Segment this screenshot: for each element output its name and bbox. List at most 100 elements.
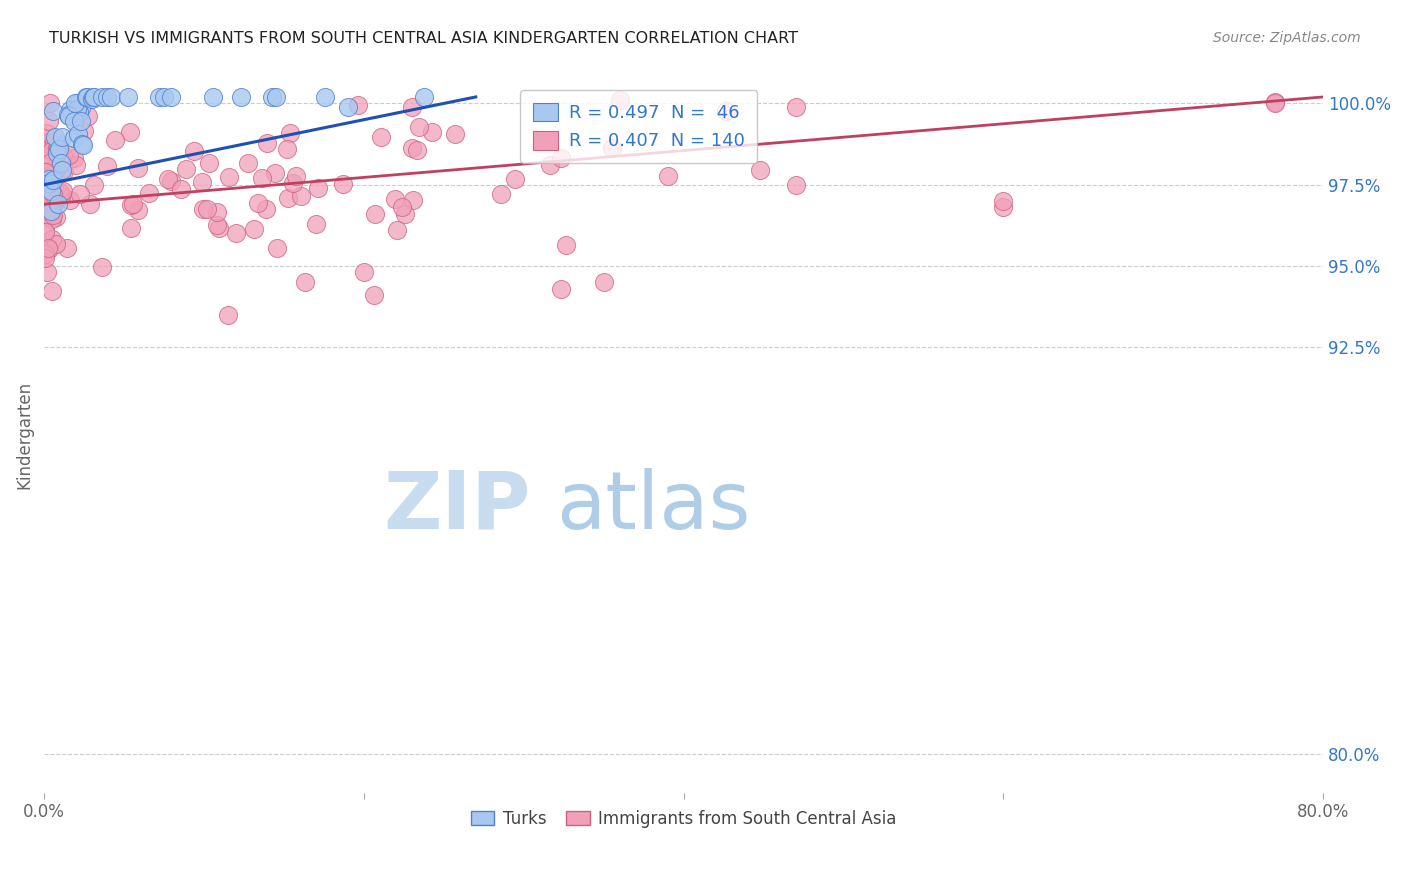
Point — [37, 265, 59, 279]
Point — [39, 95, 62, 110]
Point — [205, 219, 228, 233]
Point — [264, 90, 287, 104]
Point — [42, 136, 65, 150]
Point — [82, 90, 104, 104]
Point — [45, 141, 67, 155]
Point — [65, 158, 87, 172]
Legend: Turks, Immigrants from South Central Asia: Turks, Immigrants from South Central Asi… — [464, 803, 903, 834]
Point — [250, 171, 273, 186]
Point — [63, 96, 86, 111]
Point — [91, 260, 114, 274]
Point — [39, 155, 62, 169]
Point — [51, 156, 73, 170]
Point — [264, 166, 287, 180]
Point — [39, 144, 62, 158]
Point — [35, 132, 58, 146]
Point — [51, 129, 73, 144]
Point — [38, 165, 60, 179]
Point — [993, 194, 1015, 208]
Point — [37, 187, 59, 202]
Point — [276, 142, 298, 156]
Point — [657, 169, 679, 183]
Point — [48, 197, 70, 211]
Point — [346, 98, 368, 112]
Point — [190, 175, 212, 189]
Point — [785, 100, 807, 114]
Point — [58, 148, 80, 162]
Point — [170, 182, 193, 196]
Point — [284, 169, 307, 184]
Point — [278, 126, 301, 140]
Point — [353, 265, 375, 279]
Point — [70, 101, 93, 115]
Point — [75, 90, 97, 104]
Point — [76, 90, 98, 104]
Point — [247, 196, 270, 211]
Point — [53, 164, 76, 178]
Point — [217, 308, 239, 322]
Point — [256, 136, 278, 151]
Point — [218, 170, 240, 185]
Point — [127, 161, 149, 175]
Text: ZIP: ZIP — [382, 467, 530, 546]
Point — [59, 193, 82, 207]
Point — [79, 197, 101, 211]
Point — [66, 96, 89, 111]
Point — [262, 90, 284, 104]
Point — [34, 221, 56, 235]
Point — [714, 103, 737, 118]
Point — [41, 284, 63, 298]
Point — [41, 212, 63, 227]
Point — [148, 90, 170, 104]
Point — [63, 113, 86, 128]
Point — [277, 191, 299, 205]
Point — [120, 198, 142, 212]
Point — [100, 90, 122, 104]
Point — [48, 188, 70, 202]
Point — [120, 220, 142, 235]
Point — [56, 108, 79, 122]
Point — [49, 189, 72, 203]
Point — [422, 125, 444, 139]
Point — [65, 103, 87, 117]
Point — [37, 163, 59, 178]
Point — [83, 178, 105, 192]
Point — [34, 169, 56, 183]
Point — [48, 142, 70, 156]
Point — [152, 90, 174, 104]
Point — [41, 231, 63, 245]
Point — [70, 114, 93, 128]
Point — [408, 120, 430, 134]
Point — [138, 186, 160, 200]
Point — [44, 181, 66, 195]
Point — [183, 144, 205, 158]
Point — [34, 165, 56, 179]
Point — [160, 174, 183, 188]
Point — [96, 160, 118, 174]
Point — [39, 202, 62, 217]
Point — [993, 200, 1015, 214]
Point — [254, 202, 277, 216]
Point — [538, 158, 561, 172]
Point — [34, 171, 56, 186]
Point — [46, 138, 69, 153]
Point — [83, 90, 105, 104]
Y-axis label: Kindergarten: Kindergarten — [15, 381, 32, 489]
Point — [208, 221, 231, 235]
Point — [45, 237, 67, 252]
Point — [229, 90, 252, 104]
Point — [1264, 96, 1286, 111]
Point — [77, 109, 100, 123]
Point — [63, 151, 86, 165]
Point — [41, 206, 63, 220]
Point — [122, 197, 145, 211]
Point — [370, 130, 392, 145]
Point — [225, 227, 247, 241]
Point — [294, 275, 316, 289]
Point — [195, 202, 218, 216]
Point — [69, 187, 91, 202]
Point — [44, 130, 66, 145]
Point — [127, 202, 149, 217]
Point — [305, 217, 328, 231]
Point — [600, 141, 623, 155]
